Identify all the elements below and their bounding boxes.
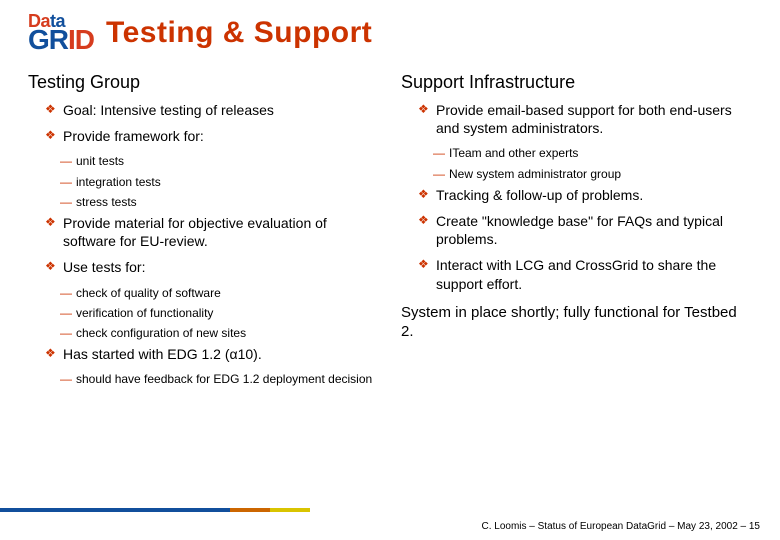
sub-bullet: ITeam and other experts — [435, 145, 752, 161]
footer-text: C. Loomis – Status of European DataGrid … — [482, 521, 761, 532]
left-bullets: Goal: Intensive testing of releases Prov… — [28, 101, 379, 387]
bullet: Provide material for objective evaluatio… — [48, 214, 379, 250]
right-column: Support Infrastructure Provide email-bas… — [401, 72, 752, 391]
bullet: Interact with LCG and CrossGrid to share… — [421, 256, 752, 292]
sub-bullet: verification of functionality — [62, 305, 379, 321]
slide: Data GRID Testing & Support Testing Grou… — [0, 0, 780, 540]
content-columns: Testing Group Goal: Intensive testing of… — [28, 72, 752, 391]
bullet: Create "knowledge base" for FAQs and typ… — [421, 212, 752, 248]
bullet: Use tests for: — [48, 258, 379, 276]
bullet: Provide framework for: — [48, 127, 379, 145]
right-bullets: Provide email-based support for both end… — [401, 101, 752, 293]
footer-bar — [0, 508, 780, 512]
bullet: Goal: Intensive testing of releases — [48, 101, 379, 119]
sub-bullet: should have feedback for EDG 1.2 deploym… — [62, 371, 379, 387]
closing-text: System in place shortly; fully functiona… — [401, 303, 752, 342]
sub-bullet: check of quality of software — [62, 285, 379, 301]
bullet: Provide email-based support for both end… — [421, 101, 752, 137]
slide-title: Testing & Support — [106, 16, 372, 50]
sub-bullet: unit tests — [62, 153, 379, 169]
footer-bar-yellow — [270, 508, 310, 512]
datagrid-logo: Data GRID — [28, 14, 94, 52]
left-heading: Testing Group — [28, 72, 379, 93]
footer-bar-orange — [230, 508, 270, 512]
bullet: Has started with EDG 1.2 (α10). — [48, 345, 379, 363]
bullet: Tracking & follow-up of problems. — [421, 186, 752, 204]
footer-bar-empty — [310, 508, 780, 512]
sub-bullet: integration tests — [62, 174, 379, 190]
sub-bullet: New system administrator group — [435, 166, 752, 182]
right-heading: Support Infrastructure — [401, 72, 752, 93]
title-row: Data GRID Testing & Support — [28, 14, 752, 52]
left-column: Testing Group Goal: Intensive testing of… — [28, 72, 379, 391]
sub-bullet: check configuration of new sites — [62, 325, 379, 341]
sub-bullet: stress tests — [62, 194, 379, 210]
footer-bar-blue — [0, 508, 230, 512]
